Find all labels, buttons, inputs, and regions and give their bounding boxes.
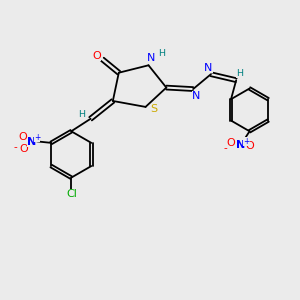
Text: N: N	[236, 140, 245, 150]
Text: O: O	[18, 132, 27, 142]
Text: N: N	[192, 91, 200, 100]
Text: N: N	[204, 63, 213, 73]
Text: O: O	[246, 141, 254, 151]
Text: -: -	[14, 142, 17, 152]
Text: O: O	[93, 51, 101, 61]
Text: H: H	[236, 69, 243, 78]
Text: O: O	[227, 138, 236, 148]
Text: Cl: Cl	[66, 189, 77, 199]
Text: N: N	[27, 137, 37, 147]
Text: +: +	[34, 133, 40, 142]
Text: -: -	[223, 143, 227, 153]
Text: H: H	[78, 110, 85, 119]
Text: +: +	[243, 136, 250, 146]
Text: O: O	[19, 143, 28, 154]
Text: H: H	[158, 50, 165, 58]
Text: N: N	[147, 53, 156, 63]
Text: S: S	[150, 104, 158, 114]
